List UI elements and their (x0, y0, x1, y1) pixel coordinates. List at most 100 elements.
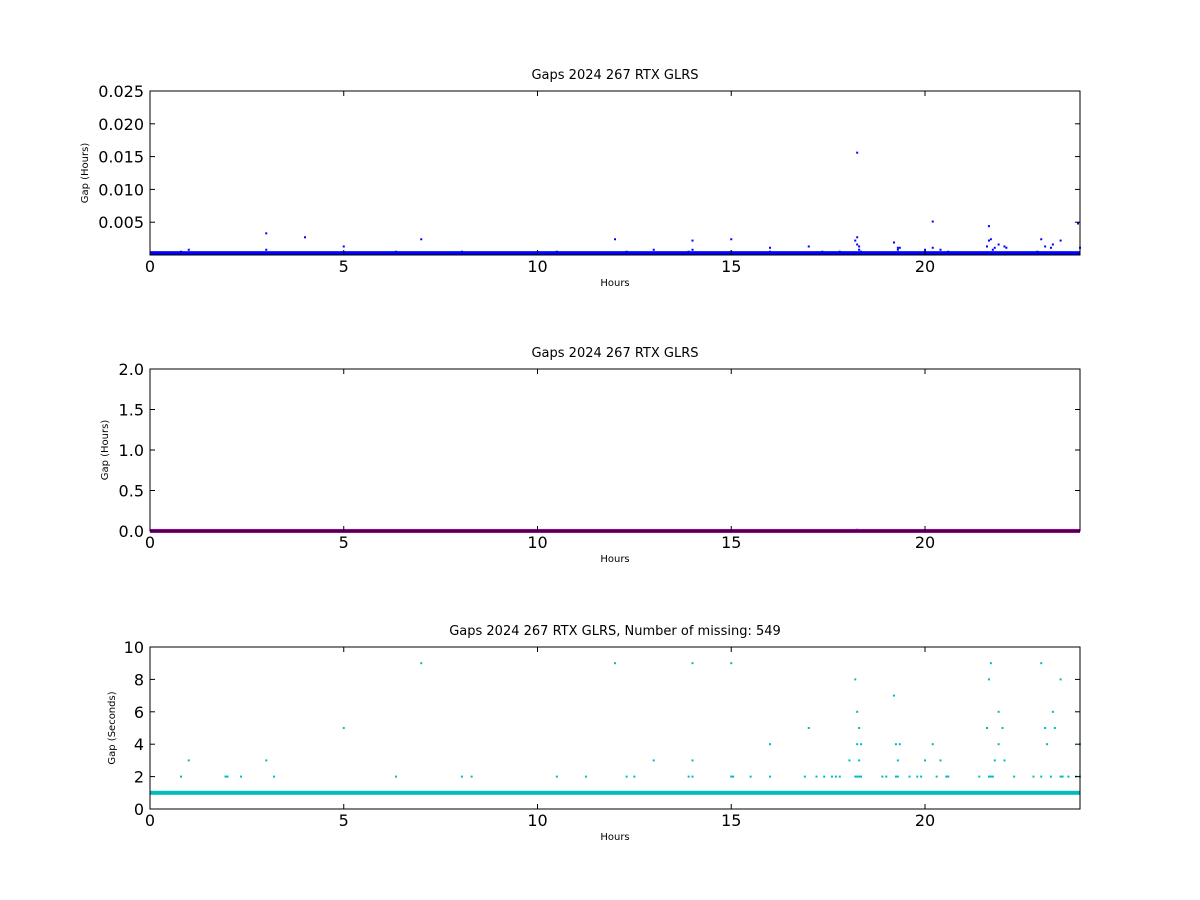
y-tick-label: 8 (134, 670, 144, 689)
y-tick-label: 0.010 (98, 180, 144, 199)
data-point (342, 245, 345, 248)
data-point (180, 250, 182, 253)
data-point (856, 710, 859, 713)
panel-middle: 0 5 10 15 20 0.0 0.5 1.0 1.5 2.0 Gaps 2024 267 RTX… (100, 346, 1081, 565)
data-point (856, 743, 859, 746)
data-point (470, 775, 473, 778)
data-point (821, 250, 824, 253)
data-point (769, 250, 771, 253)
data-point (1036, 250, 1039, 253)
y-tick-label: 0.5 (119, 482, 144, 501)
data-point (555, 250, 558, 253)
baseline-band (150, 251, 1080, 256)
data-point (687, 250, 690, 253)
data-point (986, 245, 988, 248)
data-point (1049, 246, 1052, 249)
data-point (732, 775, 735, 778)
data-point (625, 775, 628, 778)
data-point (1003, 759, 1006, 762)
data-point (987, 239, 990, 242)
data-point (1040, 662, 1043, 665)
data-point (1053, 727, 1056, 729)
data-point (856, 236, 859, 239)
x-tick-label: 10 (527, 533, 547, 552)
data-point (1003, 245, 1006, 248)
y-tick-label: 2.0 (119, 360, 144, 379)
data-point (1040, 775, 1043, 778)
x-tick-label: 20 (915, 533, 935, 552)
data-point (931, 743, 934, 746)
data-point (947, 775, 950, 778)
data-point (265, 232, 268, 235)
data-point (555, 775, 558, 778)
data-point (947, 250, 950, 253)
data-point (460, 775, 463, 778)
x-tick-label: 0 (145, 257, 155, 276)
data-point (691, 248, 694, 251)
data-point (730, 238, 733, 241)
x-tick-label: 20 (915, 811, 935, 830)
x-axis-label: Hours (600, 278, 629, 289)
data-point (1051, 710, 1054, 713)
x-tick-label: 0 (145, 811, 155, 830)
data-point (224, 775, 227, 778)
data-point (1001, 727, 1004, 729)
data-point (633, 775, 636, 778)
data-point (893, 694, 895, 697)
y-tick-label: 0.015 (98, 148, 144, 167)
data-point (893, 241, 895, 244)
panel-top: 0 5 10 15 20 0.005 0.010 0.015 0.020 0.025 Gaps 20… (80, 68, 1081, 289)
data-point (896, 759, 899, 762)
data-point (1059, 775, 1062, 778)
data-point (226, 775, 229, 778)
y-tick-label: 2 (134, 768, 144, 787)
data-point (856, 243, 859, 246)
data-point (896, 248, 899, 251)
data-point (420, 238, 423, 241)
data-point (265, 759, 268, 762)
data-point (1032, 775, 1035, 778)
data-point (1061, 775, 1064, 778)
data-point (848, 759, 851, 762)
data-point (652, 248, 655, 251)
data-point (858, 759, 861, 762)
data-point (858, 775, 861, 778)
data-point (939, 759, 942, 762)
baseline-band (150, 790, 1080, 795)
data-point (858, 727, 861, 729)
data-point (924, 248, 926, 251)
data-point (614, 238, 616, 241)
data-point (273, 775, 275, 778)
data-point (860, 775, 863, 778)
data-point (584, 775, 587, 778)
x-tick-label: 0 (145, 533, 155, 552)
data-point (1046, 743, 1049, 746)
data-point (978, 775, 981, 778)
data-point (894, 743, 897, 746)
data-point (991, 248, 994, 251)
data-point (896, 246, 899, 249)
x-tick-label: 15 (721, 811, 741, 830)
data-point (908, 775, 911, 778)
y-tick-label: 6 (134, 703, 144, 722)
y-tick-label: 0.020 (98, 115, 144, 134)
y-axis-label: Gap (Hours) (100, 420, 111, 481)
x-tick-label: 5 (339, 257, 349, 276)
x-tick-label: 15 (721, 257, 741, 276)
y-tick-label: 1.5 (119, 401, 144, 420)
y-tick-label: 0.0 (119, 522, 144, 541)
data-point (304, 236, 306, 239)
data-point (807, 727, 810, 729)
data-point (730, 662, 733, 665)
data-point (1013, 775, 1016, 778)
data-point (987, 775, 990, 778)
data-point (898, 743, 901, 746)
data-point (856, 775, 859, 778)
data-point (691, 239, 694, 242)
data-point (838, 775, 841, 778)
data-point (858, 248, 861, 251)
data-point (854, 775, 857, 778)
panel-bottom: 0 5 10 15 20 0 2 4 6 8 10 Gaps 2024 267 RTX GLRS, N… (107, 624, 1081, 843)
data-point (749, 775, 752, 778)
